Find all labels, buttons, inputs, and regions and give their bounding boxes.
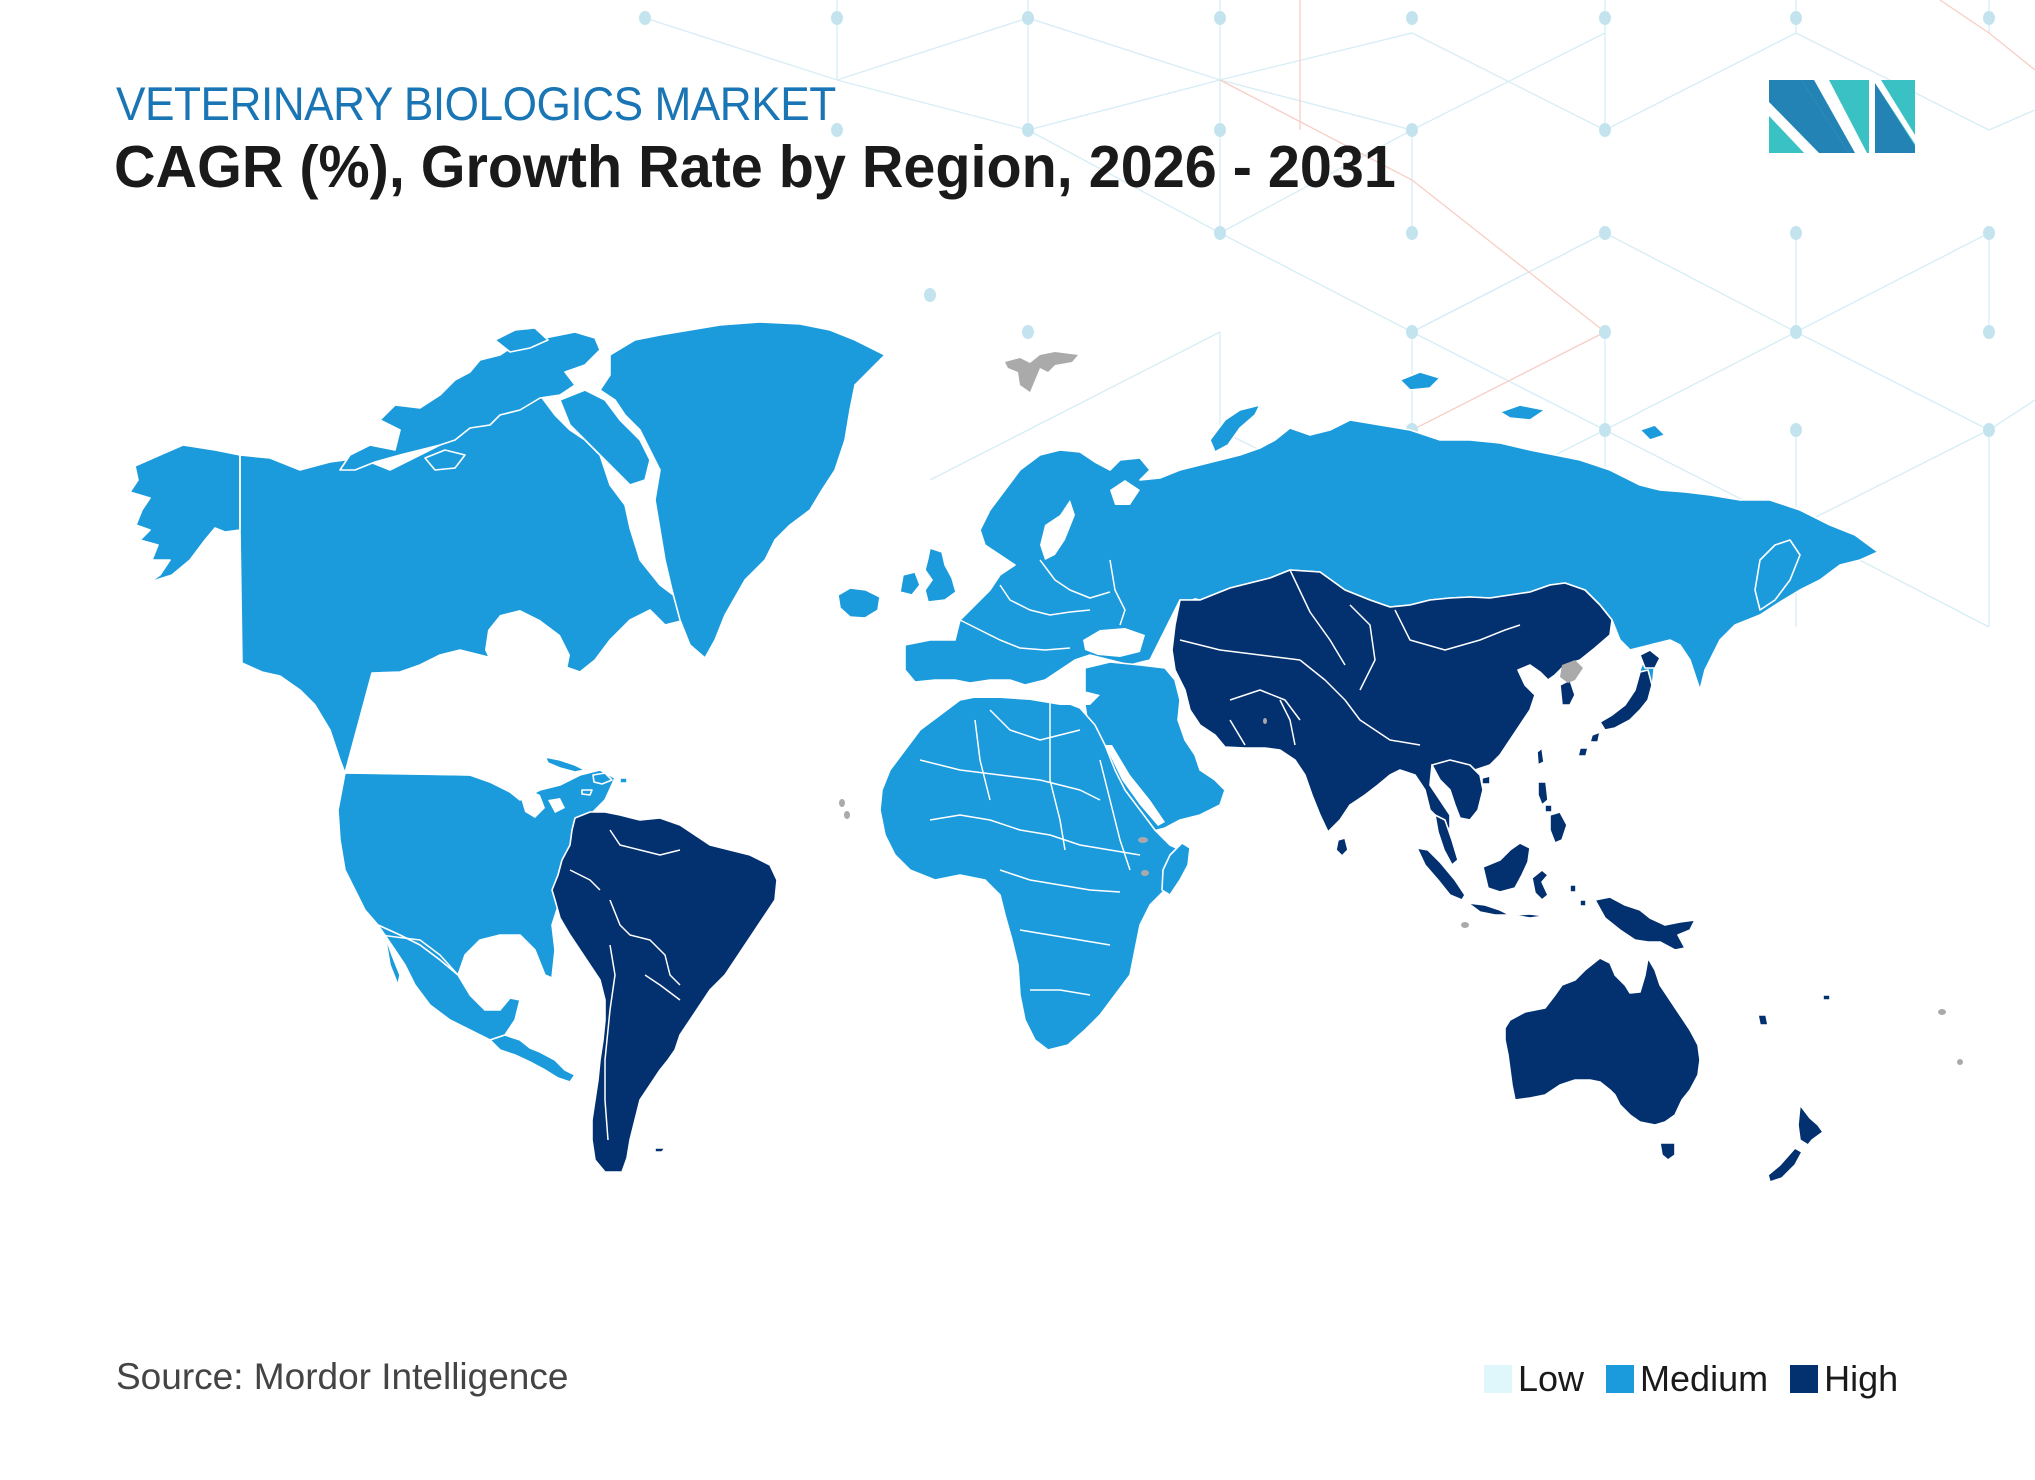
legend-label-low: Low: [1518, 1358, 1585, 1399]
region-sri-lanka[interactable]: [1335, 837, 1349, 857]
region-north-korea: [1560, 660, 1583, 683]
legend-swatch-medium: [1606, 1365, 1635, 1393]
region-australia[interactable]: [1504, 957, 1701, 1126]
legend-item-low: Low: [1484, 1358, 1584, 1400]
region-svalbard: [1005, 352, 1078, 392]
region-ireland[interactable]: [899, 571, 921, 596]
region-cuba[interactable]: [544, 756, 586, 773]
region-asia-high[interactable]: [1171, 569, 1613, 833]
legend-swatch-low: [1484, 1365, 1512, 1393]
region-new-guinea[interactable]: [1594, 896, 1696, 951]
legend-item-medium: Medium: [1606, 1358, 1768, 1400]
region-madagascar[interactable]: [1161, 842, 1191, 896]
region-uk[interactable]: [924, 547, 957, 603]
legend-label-medium: Medium: [1640, 1358, 1769, 1399]
region-south-america[interactable]: [551, 811, 778, 1173]
region-sumatra[interactable]: [1416, 847, 1466, 901]
map-legend: Low Medium High: [1484, 1356, 1898, 1402]
source-attribution: Source: Mordor Intelligence: [116, 1356, 569, 1397]
region-philippines[interactable]: [1537, 781, 1549, 806]
region-iceland[interactable]: [837, 587, 881, 619]
region-mexico[interactable]: [377, 924, 521, 1041]
region-africa[interactable]: [879, 689, 1186, 1051]
chart-title: CAGR (%), Growth Rate by Region, 2026 - …: [114, 134, 1396, 200]
mordor-intelligence-logo-icon: [1769, 80, 1915, 153]
report-subtitle: VETERINARY BIOLOGICS MARKET: [116, 77, 836, 130]
region-greenland[interactable]: [599, 321, 886, 659]
region-indochina[interactable]: [1431, 759, 1484, 821]
region-canada-islands[interactable]: [339, 331, 601, 471]
legend-item-high: High: [1790, 1358, 1898, 1400]
region-japan[interactable]: [1639, 649, 1661, 669]
legend-swatch-high: [1790, 1365, 1819, 1393]
region-borneo[interactable]: [1482, 842, 1531, 893]
region-baffin-island[interactable]: [559, 389, 651, 486]
region-tasmania[interactable]: [1659, 1142, 1676, 1161]
region-alaska[interactable]: [129, 444, 241, 583]
region-central-america[interactable]: [489, 1034, 576, 1083]
legend-label-high: High: [1824, 1358, 1899, 1399]
region-new-zealand[interactable]: [1797, 1104, 1824, 1146]
